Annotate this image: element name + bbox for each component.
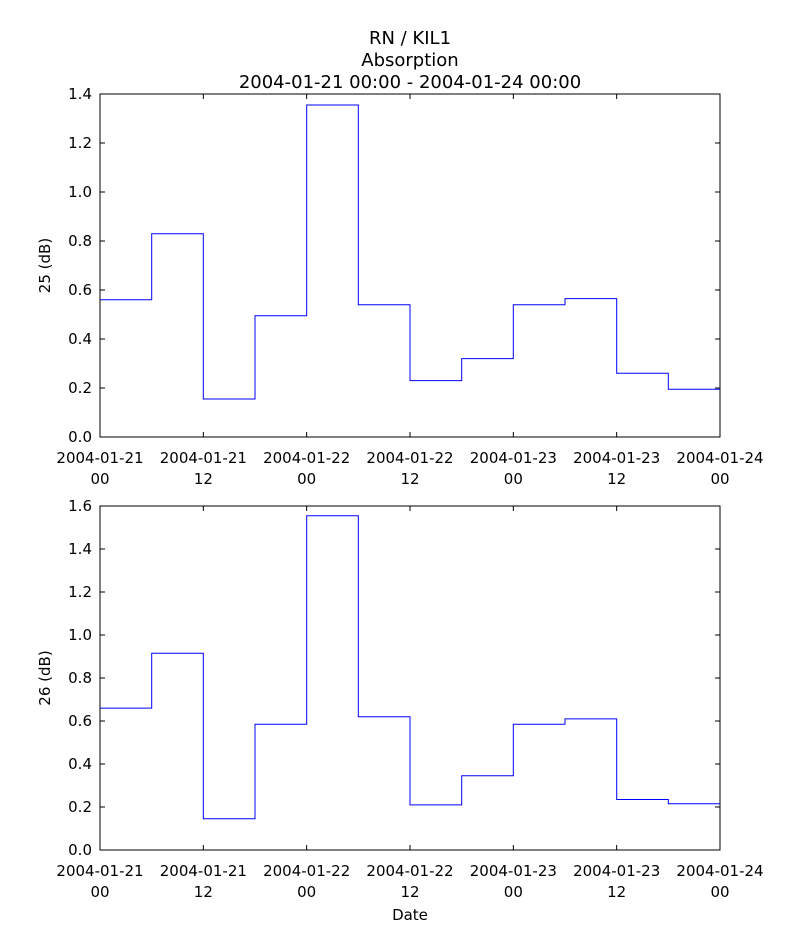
x-tick-label-date: 2004-01-22 xyxy=(263,862,350,880)
x-tick-label-hour: 12 xyxy=(607,883,626,901)
series-step-line xyxy=(100,515,720,820)
x-tick-label-hour: 12 xyxy=(607,470,626,488)
x-tick-label-date: 2004-01-22 xyxy=(366,862,453,880)
x-tick-label-hour: 00 xyxy=(710,470,729,488)
x-tick-label-hour: 00 xyxy=(297,883,316,901)
y-tick-label: 0.2 xyxy=(68,379,92,397)
x-tick-label-date: 2004-01-23 xyxy=(470,449,557,467)
y-axis-label: 26 (dB) xyxy=(36,650,54,705)
x-tick-label-date: 2004-01-21 xyxy=(160,449,247,467)
x-tick-label-hour: 12 xyxy=(194,883,213,901)
y-axis-label: 25 (dB) xyxy=(36,238,54,293)
y-tick-label: 1.4 xyxy=(68,540,92,558)
y-tick-label: 0.8 xyxy=(68,669,92,687)
x-tick-label-hour: 12 xyxy=(194,470,213,488)
y-tick-label: 0.0 xyxy=(68,428,92,446)
chart-title-line-1: RN / KIL1 xyxy=(369,28,451,49)
x-tick-label-hour: 00 xyxy=(90,883,109,901)
x-tick-label-date: 2004-01-21 xyxy=(56,862,143,880)
y-tick-label: 1.4 xyxy=(68,85,92,103)
y-tick-label: 1.2 xyxy=(68,583,92,601)
x-tick-label-date: 2004-01-22 xyxy=(366,449,453,467)
y-tick-label: 0.8 xyxy=(68,232,92,250)
x-tick-label-date: 2004-01-21 xyxy=(56,449,143,467)
x-tick-label-date: 2004-01-21 xyxy=(160,862,247,880)
y-tick-label: 1.0 xyxy=(68,626,92,644)
x-tick-label-date: 2004-01-22 xyxy=(263,449,350,467)
y-tick-label: 0.4 xyxy=(68,755,92,773)
subplot-bottom: 0.0 0.2 0.4 0.6 0.8 1.0 1.2 1.4 1.6 2004-01-21 00 2… xyxy=(36,497,764,924)
x-axis-label: Date xyxy=(392,906,428,924)
y-tick-label: 1.2 xyxy=(68,134,92,152)
y-tick-label: 0.4 xyxy=(68,330,92,348)
x-tick-label-hour: 12 xyxy=(400,470,419,488)
x-tick-label-date: 2004-01-23 xyxy=(573,449,660,467)
plot-area-frame xyxy=(99,93,721,438)
x-tick-label-hour: 00 xyxy=(90,470,109,488)
y-tick-label: 0.6 xyxy=(68,712,92,730)
y-tick-label: 0.6 xyxy=(68,281,92,299)
x-tick-label-date: 2004-01-24 xyxy=(676,862,763,880)
chart-title-line-3: 2004-01-21 00:00 - 2004-01-24 00:00 xyxy=(239,72,581,93)
series-step-line xyxy=(100,104,720,400)
x-tick-label-hour: 12 xyxy=(400,883,419,901)
x-tick-label-date: 2004-01-24 xyxy=(676,449,763,467)
y-tick-label: 0.2 xyxy=(68,798,92,816)
x-tick-label-date: 2004-01-23 xyxy=(573,862,660,880)
y-tick-label: 1.6 xyxy=(68,497,92,515)
x-tick-label-hour: 00 xyxy=(710,883,729,901)
chart-title-line-2: Absorption xyxy=(361,50,458,71)
x-tick-label-hour: 00 xyxy=(504,470,523,488)
y-tick-label: 1.0 xyxy=(68,183,92,201)
x-tick-label-date: 2004-01-23 xyxy=(470,862,557,880)
x-tick-label-hour: 00 xyxy=(297,470,316,488)
x-tick-label-hour: 00 xyxy=(504,883,523,901)
y-tick-label: 0.0 xyxy=(68,841,92,859)
subplot-top: 0.0 0.2 0.4 0.6 0.8 1.0 1.2 1.4 2004-01-21 00 2004… xyxy=(36,85,764,488)
